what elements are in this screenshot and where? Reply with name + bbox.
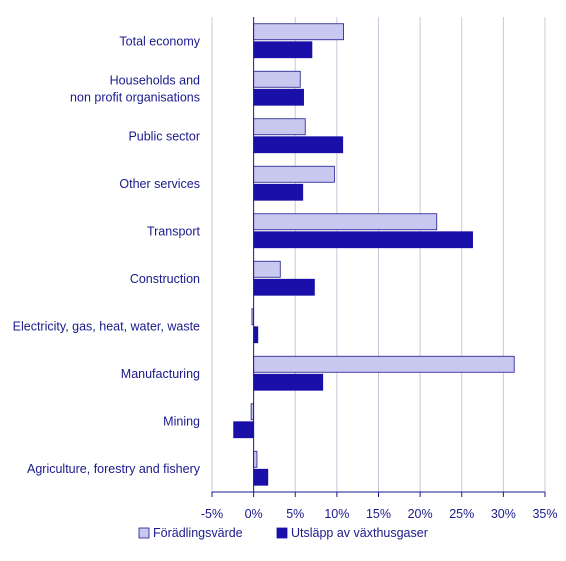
x-tick-label-0: -5%: [201, 507, 223, 521]
bar-fv-4: [253, 213, 438, 231]
category-label-3: Other services: [119, 177, 200, 191]
bar-ghg-9: [253, 468, 269, 486]
legend: Förädlingsvärde Utsläpp av växthusgaser: [138, 526, 428, 540]
gridlines: [211, 17, 546, 492]
x-tick-label-1: 0%: [245, 507, 263, 521]
x-tick-label-6: 25%: [449, 507, 474, 521]
bar-ghg-4: [253, 231, 473, 249]
x-tick-label-4: 15%: [366, 507, 391, 521]
x-tick-label-3: 10%: [324, 507, 349, 521]
bar-ghg-3: [253, 183, 304, 201]
bar-fv-3: [253, 165, 335, 183]
category-label-9: Agriculture, forestry and fishery: [27, 462, 201, 476]
bar-ghg-7: [253, 373, 324, 391]
category-label-2: Public sector: [128, 129, 200, 143]
category-label-7: Manufacturing: [121, 367, 200, 381]
category-labels: Total economy Households and non profit or…: [13, 34, 201, 476]
bar-ghg-6: [253, 326, 259, 344]
category-label-4: Transport: [147, 224, 201, 238]
bar-fv-2: [253, 118, 306, 136]
bar-fv-1: [253, 70, 301, 88]
x-tick-label-2: 5%: [286, 507, 304, 521]
bar-ghg-8: [233, 421, 255, 439]
x-axis: -5% 0% 5% 10% 15% 20% 25% 30% 35%: [201, 17, 558, 521]
category-label-1: Households and non profit organisations: [70, 73, 200, 104]
legend-label-0: Förädlingsvärde: [153, 526, 243, 540]
category-label-8: Mining: [163, 414, 200, 428]
bar-ghg-5: [253, 278, 315, 296]
category-label-5: Construction: [130, 272, 200, 286]
category-label-0: Total economy: [119, 34, 200, 48]
legend-swatch-0: [138, 527, 150, 539]
legend-swatch-1: [276, 527, 288, 539]
bars-group: [233, 23, 515, 486]
bar-ghg-1: [253, 88, 304, 106]
bar-ghg-0: [253, 41, 313, 59]
bar-fv-5: [253, 260, 281, 278]
x-tick-label-7: 30%: [491, 507, 516, 521]
x-tick-label-8: 35%: [532, 507, 557, 521]
bar-ghg-2: [253, 136, 344, 154]
bar-fv-7: [253, 355, 515, 373]
category-label-6: Electricity, gas, heat, water, waste: [13, 319, 200, 333]
x-tick-label-5: 20%: [408, 507, 433, 521]
bar-fv-0: [253, 23, 344, 41]
legend-label-1: Utsläpp av växthusgaser: [291, 526, 428, 540]
